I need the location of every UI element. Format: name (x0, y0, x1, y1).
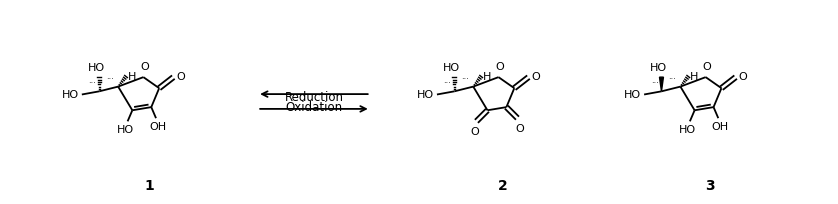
Text: HO: HO (88, 63, 105, 73)
Text: HO: HO (650, 63, 667, 73)
Text: ···: ··· (88, 79, 96, 88)
Text: Reduction: Reduction (284, 91, 344, 104)
Text: OH: OH (711, 122, 729, 132)
Text: H: H (484, 71, 492, 81)
Text: 1: 1 (145, 178, 154, 192)
Polygon shape (660, 78, 664, 92)
Text: ···: ··· (106, 75, 114, 84)
Text: ···: ··· (669, 75, 676, 84)
Text: O: O (531, 72, 541, 82)
Text: O: O (140, 62, 149, 72)
Text: HO: HO (624, 90, 641, 100)
Text: O: O (515, 123, 524, 133)
Text: O: O (738, 72, 747, 82)
Text: O: O (495, 62, 504, 72)
Text: O: O (470, 127, 478, 137)
Text: OH: OH (149, 122, 167, 132)
Text: HO: HO (680, 125, 696, 135)
Text: HO: HO (442, 63, 460, 73)
Text: ···: ··· (443, 79, 452, 88)
Text: H: H (128, 71, 137, 81)
Text: Oxidation: Oxidation (286, 100, 343, 113)
Text: 2: 2 (498, 178, 508, 192)
Text: HO: HO (416, 90, 434, 100)
Text: O: O (176, 72, 185, 82)
Text: H: H (691, 71, 699, 81)
Text: HO: HO (117, 125, 134, 135)
Text: ···: ··· (650, 79, 659, 88)
Text: O: O (702, 62, 711, 72)
Text: 3: 3 (706, 178, 715, 192)
Text: HO: HO (62, 90, 79, 100)
Text: ···: ··· (462, 75, 469, 84)
